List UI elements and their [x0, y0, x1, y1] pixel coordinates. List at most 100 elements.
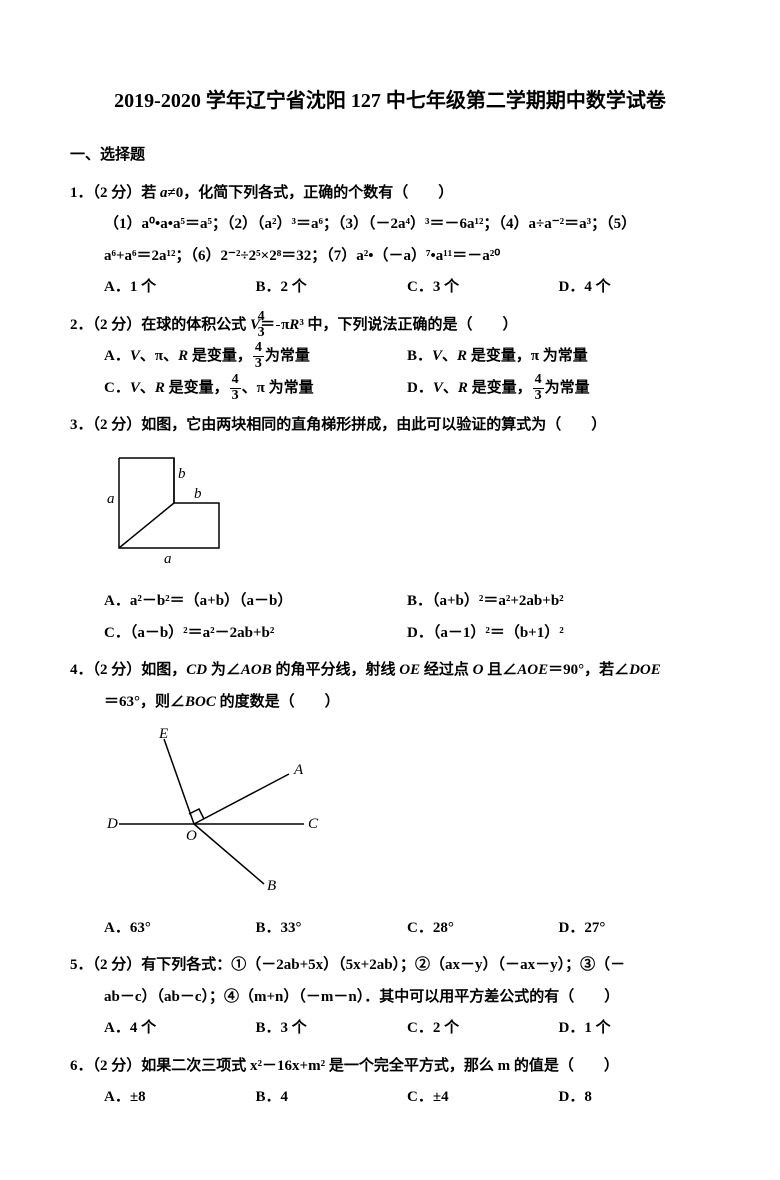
- t: 是变量，: [468, 380, 532, 396]
- fraction-4-3: 43: [253, 341, 264, 371]
- opt-c: C．2 个: [407, 1013, 559, 1045]
- opt-c: C．28°: [407, 913, 559, 945]
- label-a: a: [164, 551, 172, 567]
- opt-c: C．V、R 是变量，43、π 为常量: [104, 373, 407, 405]
- opt-c: C．±4: [407, 1082, 559, 1114]
- t: 如图，: [141, 662, 186, 678]
- q6-options: A．±8 B．4 C．±4 D．8: [70, 1082, 710, 1114]
- q5-options: A．4 个 B．3 个 C．2 个 D．1 个: [70, 1013, 710, 1045]
- opt-a: A．1 个: [104, 272, 256, 304]
- opt-label: C．: [104, 380, 130, 396]
- var-r: R: [458, 380, 468, 396]
- exam-page: 2019-2020 学年辽宁省沈阳 127 中七年级第二学期期中数学试卷 一、选…: [0, 0, 780, 1180]
- q-points: （2 分）: [93, 317, 142, 333]
- question-4: 4．（2 分）如图，CD 为∠AOB 的角平分线，射线 OE 经过点 O 且∠A…: [70, 655, 710, 944]
- frac-den: 3: [253, 357, 264, 372]
- sub-text: （1）a⁰•a•a⁵＝a⁵；（2）（a²）³＝a⁶；（3）（－2a⁴）³＝－6a…: [104, 216, 636, 232]
- t: 、π 为常量: [242, 380, 314, 396]
- q1-options: A．1 个 B．2 个 C．3 个 D．4 个: [70, 272, 710, 304]
- opt-a: A．63°: [104, 913, 256, 945]
- var-cd: CD: [186, 662, 207, 678]
- q1-sub-1: （1）a⁰•a•a⁵＝a⁵；（2）（a²）³＝a⁶；（3）（－2a⁴）³＝－6a…: [70, 209, 710, 241]
- q3-row1: A．a²－b²＝（a+b）（a－b） B．（a+b）²＝a²+2ab+b²: [70, 586, 710, 618]
- q-points: （2 分）: [93, 417, 142, 433]
- opt-d: D．4 个: [559, 272, 711, 304]
- var-r: R: [289, 317, 299, 333]
- opt-label: D．: [407, 380, 433, 396]
- q-points: （2 分）: [93, 1058, 142, 1074]
- label-b: B: [267, 878, 276, 894]
- opt-b: B．3 个: [256, 1013, 408, 1045]
- var-boc: BOC: [185, 694, 216, 710]
- q3-row2: C．（a－b）²＝a²－2ab+b² D．（a－1）²＝（b+1）²: [70, 618, 710, 650]
- q2-row2: C．V、R 是变量，43、π 为常量 D．V、R 是变量，43为常量: [70, 373, 710, 405]
- frac-den: 3: [533, 389, 544, 404]
- angle-diagram: E A D O C B: [104, 724, 324, 894]
- var-r: R: [457, 348, 467, 364]
- q-number: 2．: [70, 317, 93, 333]
- label-c: C: [308, 816, 319, 832]
- frac-den: 3: [276, 326, 280, 341]
- opt-c: C．（a－b）²＝a²－2ab+b²: [104, 618, 407, 650]
- q-number: 4．: [70, 662, 93, 678]
- t: 是变量，: [188, 348, 252, 364]
- t: 、: [443, 380, 458, 396]
- var-o: O: [473, 662, 484, 678]
- q-points: （2 分）: [93, 662, 142, 678]
- opt-d: D．V、R 是变量，43为常量: [407, 373, 710, 405]
- label-b: b: [194, 486, 202, 502]
- var-aoe: AOE: [517, 662, 548, 678]
- label-d: D: [106, 816, 118, 832]
- t: ab－c）（ab－c）；④（m+n）（－m－n）．其中可以用平方差公式的有（ ）: [104, 989, 619, 1005]
- t: 的度数是（ ）: [216, 694, 340, 710]
- t: 如果二次三项式 x²－16x+m² 是一个完全平方式，那么 m 的值是（ ）: [141, 1058, 619, 1074]
- section-heading: 一、选择题: [70, 140, 710, 172]
- t: 的角平分线，射线: [272, 662, 400, 678]
- t: 、: [442, 348, 457, 364]
- opt-d: D．8: [559, 1082, 711, 1114]
- t: ＝63°，则∠: [104, 694, 185, 710]
- var-r: R: [155, 380, 165, 396]
- opt-d: D．1 个: [559, 1013, 711, 1045]
- var-v: V: [433, 380, 443, 396]
- sub-text: a⁶+a⁶＝2a¹²；（6）2⁻²÷2⁵×2⁸＝32；（7）a²•（－a）⁷•a…: [104, 248, 500, 264]
- q3-figure: a b b a: [70, 448, 710, 581]
- var-a: a: [160, 185, 168, 201]
- fraction-4-3: 43: [533, 373, 544, 403]
- opt-b: B．2 个: [256, 272, 408, 304]
- question-2: 2．（2 分）在球的体积公式 V＝43πR³ 中，下列说法正确的是（ ） A．V…: [70, 310, 710, 405]
- question-5: 5．（2 分）有下列各式：①（－2ab+5x）（5x+2ab）；②（ax－y）（…: [70, 950, 710, 1045]
- label-b: b: [178, 466, 186, 482]
- opt-d: D．27°: [559, 913, 711, 945]
- question-3: 3．（2 分）如图，它由两块相同的直角梯形拼成，由此可以验证的算式为（ ） a …: [70, 410, 710, 649]
- q-number: 6．: [70, 1058, 93, 1074]
- q-number: 3．: [70, 417, 93, 433]
- q4-figure: E A D O C B: [70, 724, 710, 907]
- var-doe: DOE: [629, 662, 661, 678]
- q-number: 5．: [70, 957, 93, 973]
- frac-num: 4: [533, 373, 544, 389]
- t: 、: [140, 380, 155, 396]
- fraction-4-3: 43: [276, 310, 280, 340]
- q-stem-text: 如图，它由两块相同的直角梯形拼成，由此可以验证的算式为（ ）: [141, 417, 606, 433]
- t: 是变量，: [165, 380, 229, 396]
- label-a: A: [293, 762, 304, 778]
- q-number: 1．: [70, 185, 93, 201]
- q-stem-text: ≠0，化简下列各式，正确的个数有（ ）: [168, 185, 454, 201]
- opt-a: A．V、π、R 是变量，43为常量: [104, 341, 407, 373]
- opt-b: B．33°: [256, 913, 408, 945]
- frac-num: 4: [230, 373, 241, 389]
- t: 有下列各式：①（－2ab+5x）（5x+2ab）；②（ax－y）（－ax－y）；…: [141, 957, 625, 973]
- frac-den: 3: [230, 389, 241, 404]
- q-points: （2 分）: [93, 185, 142, 201]
- opt-d: D．（a－1）²＝（b+1）²: [407, 618, 710, 650]
- var-oe: OE: [399, 662, 420, 678]
- t: 是变量，π 为常量: [467, 348, 588, 364]
- label-e: E: [158, 726, 168, 742]
- fraction-4-3: 43: [230, 373, 241, 403]
- opt-label: B．: [407, 348, 432, 364]
- q-stem-text: 在球的体积公式: [141, 317, 250, 333]
- opt-label: A．: [104, 348, 130, 364]
- q1-sub-2: a⁶+a⁶＝2a¹²；（6）2⁻²÷2⁵×2⁸＝32；（7）a²•（－a）⁷•a…: [70, 241, 710, 273]
- var-v: V: [130, 380, 140, 396]
